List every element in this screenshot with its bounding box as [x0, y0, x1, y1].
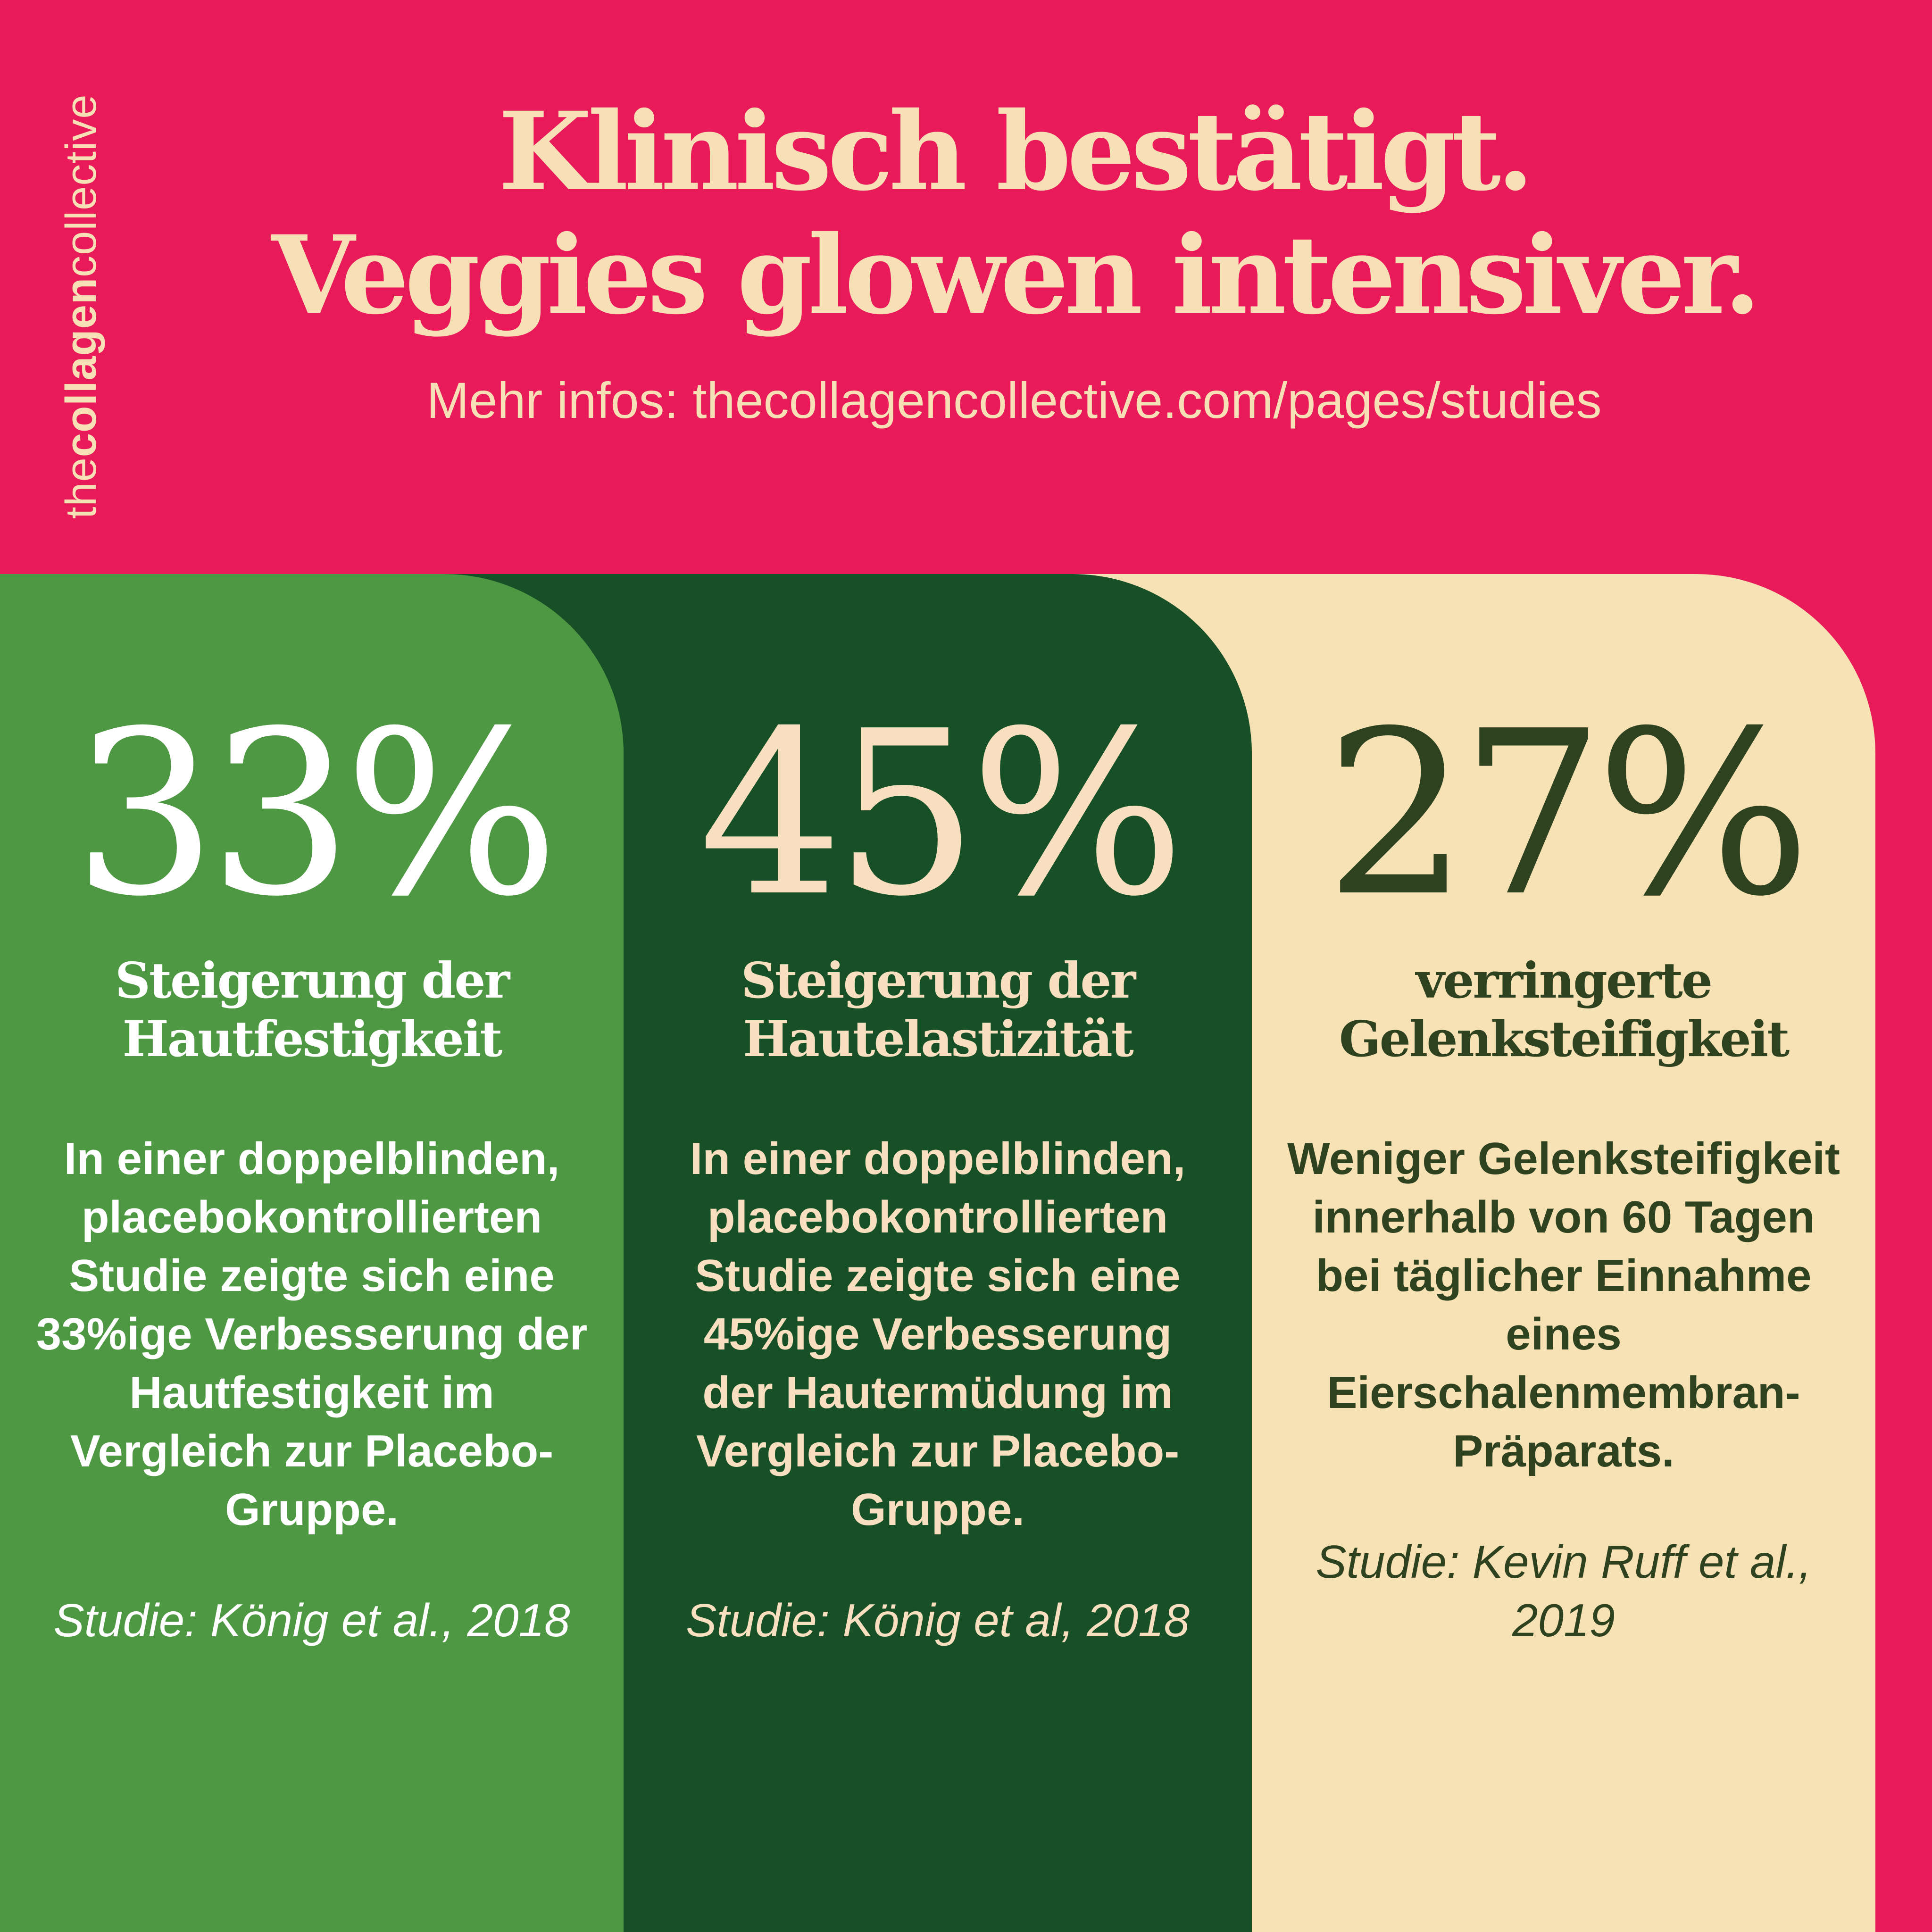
stat-card-3: 27% verringerte Gelenksteifigkeit Weniger…: [1252, 574, 1875, 1932]
headline: Klinisch bestätigt. Veggies glowen inten…: [271, 88, 1761, 338]
stat-citation: Studie: König et al, 2018: [686, 1594, 1190, 1646]
headline-line-1: Klinisch bestätigt.: [498, 88, 1534, 215]
card-background-1: [0, 574, 624, 1932]
header: Klinisch bestätigt. Veggies glowen inten…: [142, 90, 1887, 561]
stat-title: Steigerung der Hautfestigkeit: [115, 951, 510, 1068]
stat-card-1: 33% Steigerung der Hautfestigkeit In eine…: [0, 574, 624, 1932]
stat-description: In einer doppelblinden, placebokontrolli…: [690, 1133, 1186, 1535]
stat-card-2: 45% Steigerung der Hautelastizität In ein…: [624, 574, 1252, 1932]
stat-value: 27%: [1324, 683, 1811, 946]
subtitle-link[interactable]: Mehr infos: thecollagencollective.com/pa…: [426, 372, 1602, 429]
stat-description: In einer doppelblinden, placebokontrolli…: [36, 1133, 588, 1535]
stat-value: 45%: [699, 683, 1185, 946]
stat-citation: Studie: Kevin Ruff et al., 2019: [1316, 1536, 1812, 1646]
stat-value: 33%: [73, 683, 559, 946]
stat-description: Weniger Gelenksteifigkeit innerhalb von …: [1287, 1133, 1840, 1476]
stat-citation: Studie: König et al., 2018: [53, 1594, 570, 1646]
brand-logo: thecollagencollective: [57, 94, 105, 519]
headline-line-2: Veggies glowen intensiver.: [271, 212, 1761, 338]
stat-title: verringerte Gelenksteifigkeit: [1339, 951, 1790, 1068]
stat-title: Steigerung der Hautelastizität: [741, 951, 1136, 1068]
